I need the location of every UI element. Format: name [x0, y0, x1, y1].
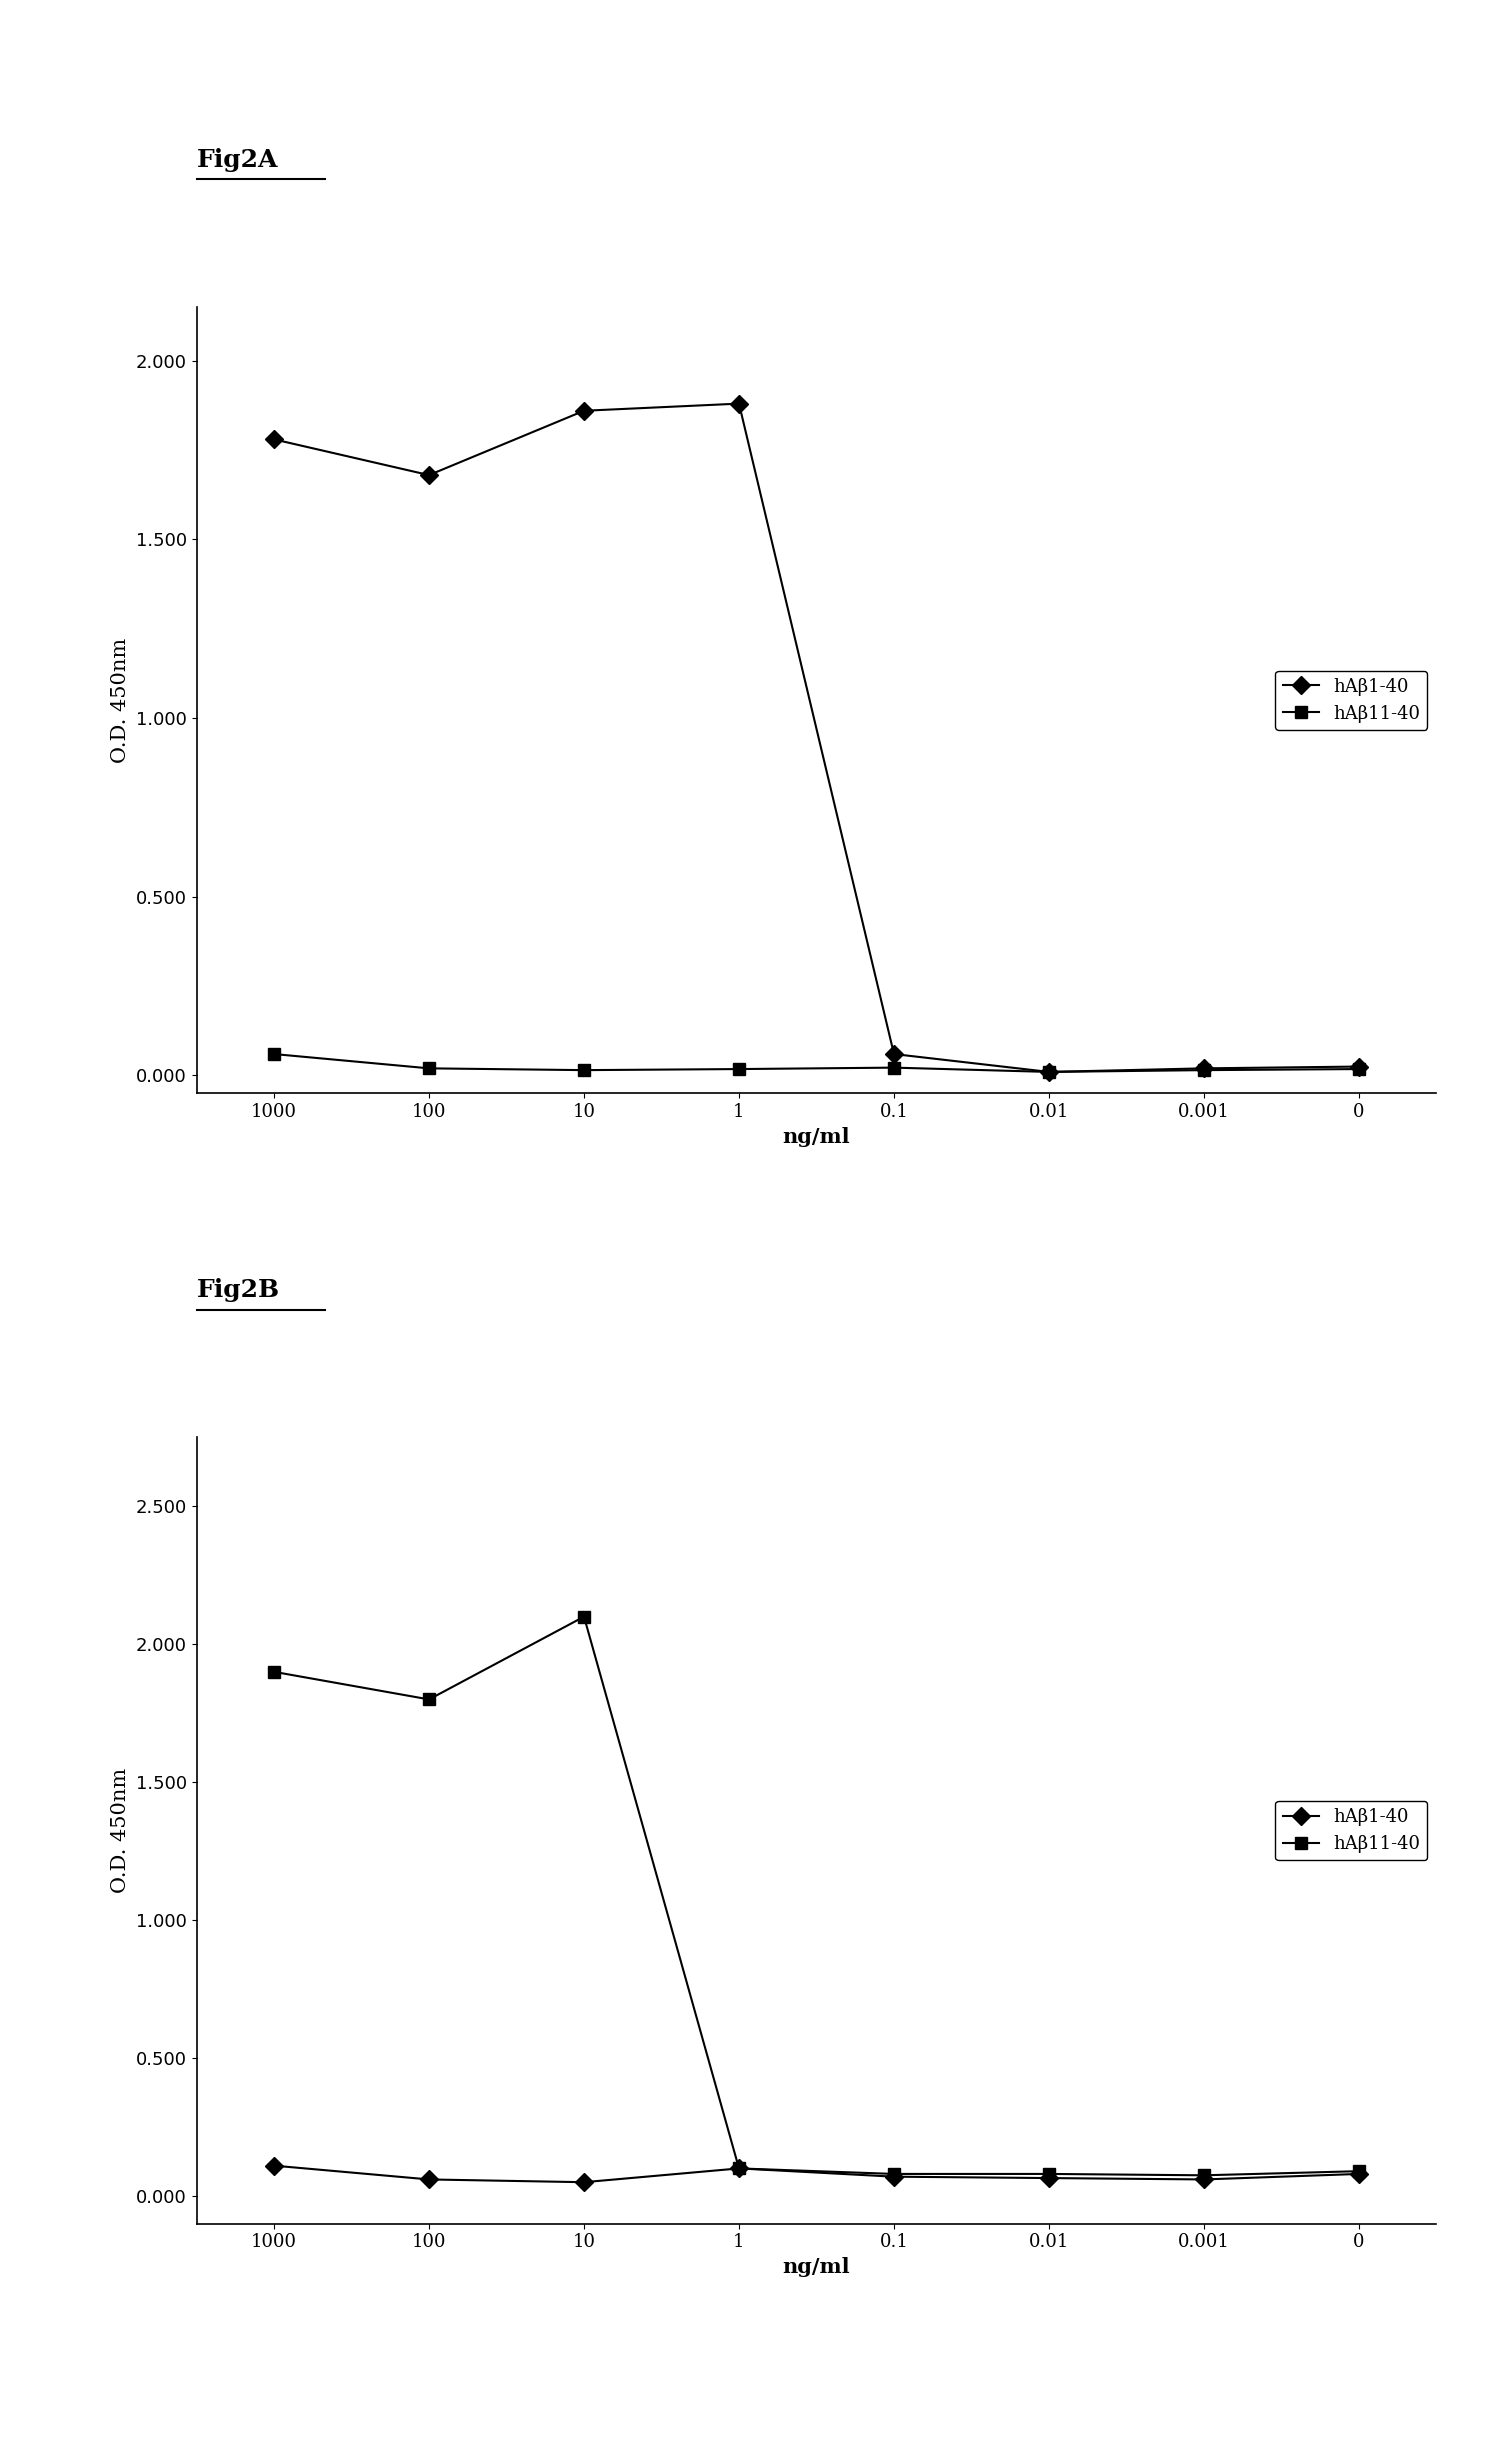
Legend: hAβ1-40, hAβ11-40: hAβ1-40, hAβ11-40: [1276, 671, 1427, 730]
hAβ11-40: [265, 1656, 283, 1686]
hAβ11-40: [1350, 1054, 1368, 1084]
hAβ1-40: [885, 2162, 903, 2192]
hAβ1-40: [730, 2155, 748, 2184]
Line: hAβ11-40: hAβ11-40: [268, 1047, 1365, 1079]
Y-axis label: O.D. 450nm: O.D. 450nm: [112, 639, 130, 762]
hAβ11-40: [265, 1039, 283, 1069]
hAβ11-40: [1194, 2160, 1213, 2189]
hAβ1-40: [730, 388, 748, 418]
hAβ1-40: [1194, 2165, 1213, 2194]
hAβ11-40: [575, 1602, 593, 1631]
hAβ11-40: [1350, 2157, 1368, 2187]
hAβ1-40: [420, 459, 438, 489]
hAβ11-40: [575, 1057, 593, 1086]
hAβ11-40: [420, 1686, 438, 1715]
hAβ1-40: [265, 2150, 283, 2179]
hAβ1-40: [1194, 1054, 1213, 1084]
hAβ1-40: [575, 396, 593, 425]
hAβ11-40: [1194, 1057, 1213, 1086]
hAβ11-40: [1040, 1057, 1058, 1086]
Line: hAβ1-40: hAβ1-40: [268, 2160, 1365, 2189]
hAβ1-40: [265, 425, 283, 455]
hAβ11-40: [730, 2155, 748, 2184]
X-axis label: ng/ml: ng/ml: [783, 2258, 850, 2278]
hAβ11-40: [420, 1054, 438, 1084]
Y-axis label: O.D. 450nm: O.D. 450nm: [110, 1769, 130, 1892]
hAβ11-40: [1040, 2160, 1058, 2189]
Text: Fig2A: Fig2A: [197, 147, 278, 172]
hAβ1-40: [1350, 1052, 1368, 1081]
hAβ11-40: [885, 1054, 903, 1084]
hAβ1-40: [1350, 2160, 1368, 2189]
Text: Fig2B: Fig2B: [197, 1278, 280, 1302]
hAβ1-40: [1040, 1057, 1058, 1086]
hAβ1-40: [885, 1039, 903, 1069]
hAβ1-40: [1040, 2162, 1058, 2192]
Legend: hAβ1-40, hAβ11-40: hAβ1-40, hAβ11-40: [1276, 1801, 1427, 1860]
Line: hAβ1-40: hAβ1-40: [268, 398, 1365, 1079]
X-axis label: ng/ml: ng/ml: [783, 1128, 850, 1147]
hAβ1-40: [420, 2165, 438, 2194]
hAβ1-40: [575, 2167, 593, 2197]
hAβ11-40: [885, 2160, 903, 2189]
hAβ11-40: [730, 1054, 748, 1084]
Line: hAβ11-40: hAβ11-40: [268, 1609, 1365, 2182]
